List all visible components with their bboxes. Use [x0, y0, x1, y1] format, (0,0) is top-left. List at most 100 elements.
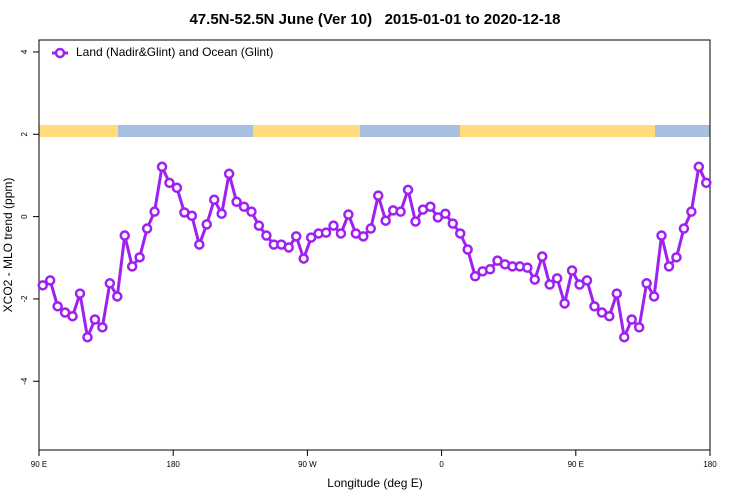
data-point: [633, 322, 645, 333]
data-point: [581, 275, 593, 286]
data-point: [104, 278, 116, 289]
data-point: [208, 194, 220, 205]
data-point: [253, 220, 265, 231]
data-point: [529, 274, 541, 285]
land-segment: [39, 125, 118, 137]
data-point: [611, 288, 623, 299]
data-point: [678, 223, 690, 234]
data-point: [410, 216, 421, 227]
data-point: [343, 209, 354, 220]
ocean-segment: [118, 125, 253, 137]
land-segment: [460, 125, 655, 137]
data-point: [171, 182, 183, 194]
data-point: [626, 314, 637, 325]
x-tick-label: 90 W: [298, 460, 317, 469]
data-point: [462, 244, 473, 255]
ocean-segment: [360, 125, 460, 137]
data-point: [290, 231, 302, 242]
data-point: [37, 280, 48, 291]
data-point: [156, 161, 168, 173]
data-point: [425, 201, 436, 212]
ocean-segment: [655, 125, 710, 137]
data-point: [141, 223, 153, 234]
plot-frame: [38, 39, 711, 451]
data-point: [194, 239, 205, 250]
data-point: [201, 219, 212, 230]
data-point: [440, 208, 451, 219]
x-tick-label: 90 E: [568, 460, 584, 469]
land-ocean-band: [39, 125, 710, 137]
data-point: [693, 161, 705, 173]
y-tick-label: 0: [20, 214, 29, 219]
legend-marker: [54, 47, 66, 59]
data-point: [164, 177, 175, 189]
y-axis-label: XCO2 - MLO trend (ppm): [1, 178, 15, 313]
chart-title: 47.5N-52.5N June (Ver 10) 2015-01-01 to …: [189, 11, 560, 28]
data-point: [328, 220, 339, 231]
data-point: [216, 208, 227, 219]
data-point: [97, 322, 108, 333]
data-point: [305, 232, 317, 243]
data-point: [663, 261, 675, 272]
x-tick-label: 180: [167, 460, 181, 469]
data-point: [298, 253, 309, 264]
data-point: [671, 252, 682, 263]
data-point: [365, 223, 377, 234]
data-point: [82, 331, 93, 343]
data-point: [149, 206, 160, 217]
y-tick-label: 4: [20, 49, 29, 54]
data-point: [372, 190, 384, 201]
data-point: [395, 206, 406, 217]
legend-label: Land (Nadir&Glint) and Ocean (Glint): [76, 45, 273, 59]
data-point: [74, 288, 86, 299]
data-point: [186, 210, 198, 222]
data-point: [454, 228, 466, 239]
data-point: [380, 215, 391, 226]
data-point: [112, 291, 123, 302]
data-point: [119, 230, 130, 241]
data-point: [484, 264, 496, 275]
x-tick-label: 0: [439, 460, 444, 469]
data-point: [320, 227, 332, 238]
data-point: [246, 206, 257, 217]
data-point: [223, 168, 235, 180]
data-point: [52, 301, 63, 312]
data-point: [537, 251, 548, 262]
land-segment: [253, 125, 360, 137]
data-point: [261, 230, 272, 241]
data-point: [559, 298, 570, 309]
y-tick-label: -4: [20, 377, 29, 385]
data-point: [656, 230, 667, 241]
data-point: [701, 177, 712, 189]
data-point: [358, 231, 369, 242]
data-point: [604, 310, 615, 322]
x-axis-label: Longitude (deg E): [327, 476, 422, 490]
data-point: [566, 265, 578, 276]
y-tick-label: -2: [20, 295, 29, 303]
x-tick-label: 90 E: [31, 460, 47, 469]
data-point: [447, 218, 459, 229]
y-tick-label: 2: [20, 131, 29, 136]
data-point: [67, 310, 78, 322]
data-point: [44, 275, 56, 286]
data-point: [469, 271, 481, 282]
data-point: [648, 291, 660, 302]
data-point: [574, 279, 585, 290]
data-point: [335, 228, 347, 239]
data-point: [641, 278, 652, 289]
data-point: [589, 301, 600, 312]
data-point: [238, 201, 250, 212]
data-point: [544, 279, 555, 290]
data-point: [231, 196, 242, 208]
data-point: [402, 184, 414, 196]
data-point: [89, 314, 101, 325]
x-tick-label: 180: [703, 460, 717, 469]
data-point: [686, 206, 697, 217]
data-point: [134, 252, 145, 263]
data-point: [283, 242, 295, 253]
data-point: [126, 261, 138, 272]
data-point: [619, 331, 630, 343]
data-point: [551, 273, 563, 284]
data-point: [522, 262, 533, 273]
